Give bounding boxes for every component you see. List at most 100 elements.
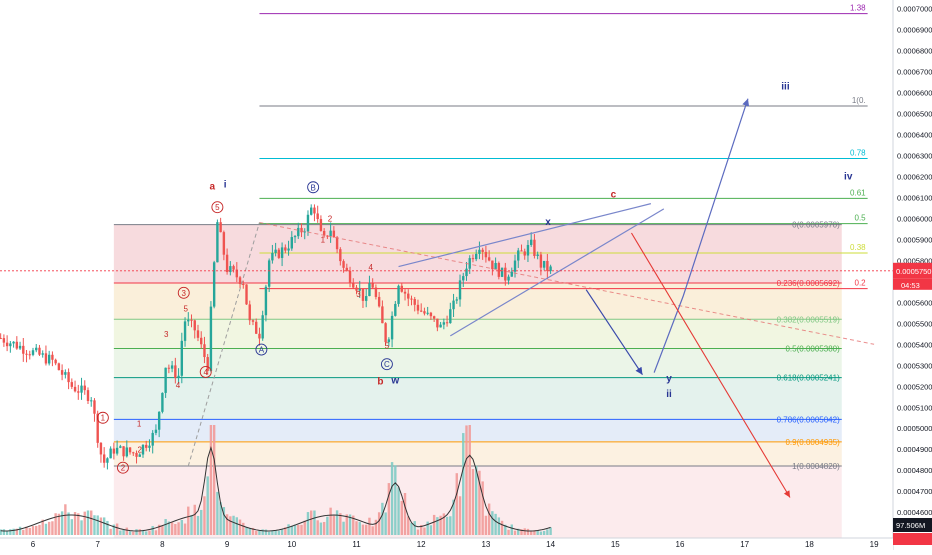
volume-bar xyxy=(326,516,329,535)
wave-label: c xyxy=(611,190,617,201)
wave-label: C xyxy=(384,360,390,369)
candle-body xyxy=(83,385,86,391)
volume-bar xyxy=(83,511,86,535)
volume-bar xyxy=(70,519,74,535)
candle-body xyxy=(429,312,433,317)
volume-bar xyxy=(549,527,552,535)
volume-bar xyxy=(222,507,226,535)
wave-circle xyxy=(211,201,224,214)
volume-badge-text: 97.506M xyxy=(896,521,925,530)
candle-body xyxy=(400,285,403,292)
fib-zone xyxy=(113,377,842,420)
wave-label: 4 xyxy=(204,368,209,377)
time-axis-tick: 19 xyxy=(870,540,879,549)
volume-bar xyxy=(151,526,154,535)
candle-body xyxy=(410,298,413,300)
volume-bar xyxy=(242,522,245,535)
candle-body xyxy=(238,277,242,285)
candle-body xyxy=(313,207,316,214)
candle-body xyxy=(64,372,67,375)
volume-bar xyxy=(122,529,125,535)
volume-bar xyxy=(400,500,403,535)
volume-bar xyxy=(170,522,174,535)
candle-body xyxy=(229,266,232,273)
candle-body xyxy=(316,213,319,220)
wave-label: 5 xyxy=(215,203,220,212)
price-axis-tick: 0.0006300 xyxy=(897,151,932,160)
candle-body xyxy=(381,306,384,324)
volume-bar xyxy=(164,519,167,535)
candle-body xyxy=(232,266,235,270)
time-axis-tick: 15 xyxy=(611,540,620,549)
volume-bar xyxy=(287,524,290,535)
wave-label: 3 xyxy=(182,289,187,298)
wave-label: 2 xyxy=(328,214,333,223)
candle-body xyxy=(0,337,2,339)
volume-bar xyxy=(300,524,303,535)
candle-body xyxy=(310,207,313,215)
volume-bar xyxy=(238,519,242,535)
candle-body xyxy=(138,454,141,457)
wave-label: 3 xyxy=(356,290,361,299)
price-axis-tick: 0.0005400 xyxy=(897,340,932,349)
volume-bar xyxy=(132,531,135,535)
fib-zone xyxy=(113,348,842,378)
wave-label: w xyxy=(390,376,399,387)
volume-bar xyxy=(212,425,216,535)
volume-bar xyxy=(533,530,536,535)
candle-body xyxy=(345,267,348,271)
fib-extension-label: 0.61 xyxy=(850,188,866,197)
candle-body xyxy=(287,248,290,251)
candle-body xyxy=(319,219,323,231)
candle-body xyxy=(339,249,342,262)
time-axis-tick: 18 xyxy=(805,540,814,549)
candle-body xyxy=(251,320,255,322)
candle-body xyxy=(132,452,135,454)
candle-body xyxy=(180,340,184,376)
volume-bar xyxy=(377,512,381,535)
volume-bar xyxy=(148,530,151,535)
volume-bar xyxy=(520,529,523,535)
candle-body xyxy=(332,230,336,238)
candle-body xyxy=(99,442,103,455)
candle-body xyxy=(22,345,25,354)
candle-body xyxy=(135,452,138,457)
candle-body xyxy=(161,392,164,412)
candle-body xyxy=(261,315,264,339)
volume-bar xyxy=(442,513,446,535)
volume-bar xyxy=(387,483,391,535)
wave-circle xyxy=(199,366,212,378)
candle-body xyxy=(542,260,546,268)
candle-body xyxy=(462,276,465,281)
time-axis-tick: 8 xyxy=(160,540,165,549)
candle-body xyxy=(293,236,297,238)
candle-body xyxy=(258,333,261,339)
wave-label: iii xyxy=(781,82,790,93)
volume-bar xyxy=(109,528,112,535)
wave-label: a xyxy=(209,181,215,192)
volume-bar xyxy=(510,524,513,535)
candle-body xyxy=(44,353,48,364)
volume-bar xyxy=(452,499,455,535)
volume-bar xyxy=(135,529,138,535)
price-axis-tick: 0.0004800 xyxy=(897,466,932,475)
volume-bar xyxy=(274,530,277,535)
candle-body xyxy=(80,385,83,393)
candle-body xyxy=(86,390,90,402)
wave-label: 5 xyxy=(385,341,390,350)
candle-body xyxy=(222,232,226,255)
candle-body xyxy=(526,244,530,256)
candle-body xyxy=(300,227,303,233)
candle-body xyxy=(170,365,174,369)
price-axis-tick: 0.0006800 xyxy=(897,46,932,55)
candle-body xyxy=(47,354,51,364)
projection-arrow-iii xyxy=(653,98,750,373)
volume-bar xyxy=(219,502,222,535)
volume-bar xyxy=(128,531,132,535)
volume-bar xyxy=(264,529,268,535)
volume-bar xyxy=(145,531,148,535)
price-axis-tick: 0.0005500 xyxy=(897,319,932,328)
price-axis-tick: 0.0004600 xyxy=(897,508,932,517)
